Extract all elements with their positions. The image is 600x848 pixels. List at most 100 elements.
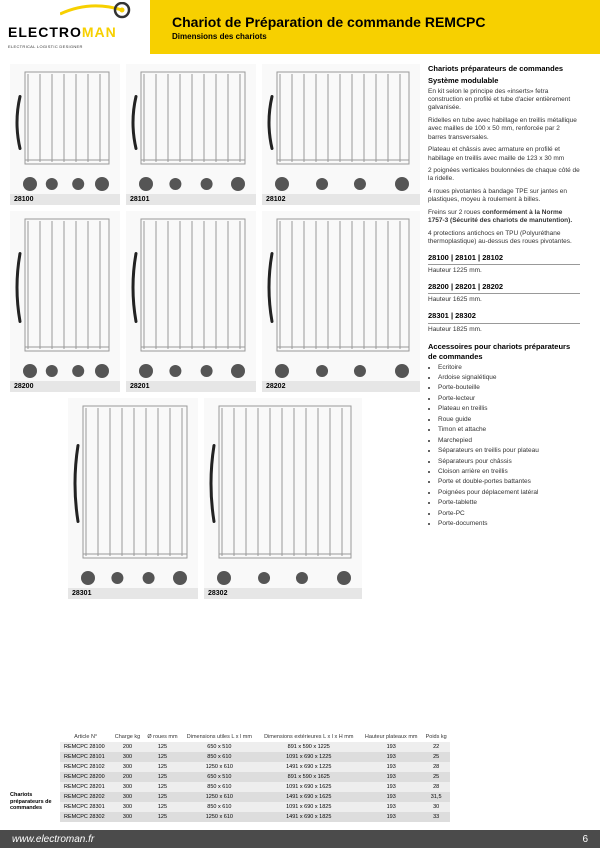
cart-image [262, 64, 420, 194]
table-cell: 193 [360, 752, 422, 762]
table-cell: REMCPC 28302 [60, 812, 111, 822]
cart-code: 28101 [126, 194, 256, 205]
cart-code: 28202 [262, 381, 420, 392]
table-cell: 300 [111, 792, 143, 802]
table-cell: 891 x 590 x 1625 [257, 772, 360, 782]
table-cell: 300 [111, 812, 143, 822]
table-cell: 193 [360, 812, 422, 822]
cart-code: 28200 [10, 381, 120, 392]
height-value: Hauteur 1625 mm. [428, 296, 580, 304]
page-title: Chariot de Préparation de commande REMCP… [172, 14, 600, 30]
table-cell: 25 [422, 772, 450, 782]
cart-image [126, 211, 256, 381]
height-value: Hauteur 1225 mm. [428, 267, 580, 275]
footer: www.electroman.fr 6 [0, 830, 600, 848]
cart-icon [262, 64, 420, 194]
height-codes: 28100 | 28101 | 28102 [428, 253, 580, 266]
table-cell: 33 [422, 812, 450, 822]
table-cell: 28 [422, 782, 450, 792]
accessories-list: EcritoireArdoise signalétiquePorte-boute… [428, 364, 580, 529]
table-cell: 125 [144, 812, 182, 822]
sidebar: Chariots préparateurs de commandes Systè… [420, 64, 580, 605]
table-header: Charge kg [111, 732, 143, 742]
table-row: REMCPC 28301300125850 x 6101091 x 690 x … [60, 802, 450, 812]
table-cell: 200 [111, 772, 143, 782]
logo-text-2: MAN [82, 24, 117, 40]
cart-cell: 28301 [68, 398, 198, 599]
table-cell: 25 [422, 752, 450, 762]
cart-cell: 28202 [262, 211, 420, 392]
table-row: REMCPC 28201300125850 x 6101091 x 690 x … [60, 782, 450, 792]
table-cell: REMCPC 28301 [60, 802, 111, 812]
logo: ELECTROMAN ELECTRICAL LOGISTIC DESIGNER [0, 0, 150, 54]
page-subtitle: Dimensions des chariots [172, 32, 600, 41]
table-cell: 125 [144, 772, 182, 782]
cart-image [204, 398, 362, 588]
table-cell: 300 [111, 752, 143, 762]
table-cell: 125 [144, 802, 182, 812]
accessory-item: Roue guide [438, 416, 580, 424]
table-cell: 125 [144, 792, 182, 802]
logo-text-1: ELECTRO [8, 24, 82, 40]
cart-icon [126, 211, 256, 381]
table-cell: 125 [144, 762, 182, 772]
accessory-item: Porte-lecteur [438, 395, 580, 403]
product-grid: 28100 28101 28102 [10, 64, 420, 605]
table-cell: 30 [422, 802, 450, 812]
table-header: Dimensions utiles L x l mm [181, 732, 257, 742]
table-header: Dimensions extérieures L x l x H mm [257, 732, 360, 742]
cart-code: 28201 [126, 381, 256, 392]
accessory-item: Porte-documents [438, 520, 580, 528]
table-cell: 125 [144, 752, 182, 762]
table-header: Poids kg [422, 732, 450, 742]
logo-tagline: ELECTRICAL LOGISTIC DESIGNER [8, 44, 142, 49]
height-codes: 28301 | 28302 [428, 311, 580, 324]
table-cell: 650 x 510 [181, 772, 257, 782]
sidebar-title-2: Système modulable [428, 76, 580, 86]
cart-code: 28302 [204, 588, 362, 599]
sidebar-tpu: 4 protections antichocs en TPU (Polyurét… [428, 230, 580, 247]
sidebar-title-1: Chariots préparateurs de commandes [428, 64, 580, 74]
title-bar: Chariot de Préparation de commande REMCP… [150, 0, 600, 54]
table-cell: 300 [111, 782, 143, 792]
cart-image [68, 398, 198, 588]
table-cell: REMCPC 28100 [60, 742, 111, 752]
cart-image [10, 211, 120, 381]
spec-table: Article N°Charge kgØ roues mmDimensions … [60, 732, 450, 822]
content: 28100 28101 28102 [0, 54, 600, 605]
table-cell: 1091 x 690 x 1825 [257, 802, 360, 812]
table-cell: 193 [360, 792, 422, 802]
table-cell: 891 x 590 x 1225 [257, 742, 360, 752]
table-header: Ø roues mm [144, 732, 182, 742]
table-cell: 1491 x 690 x 1625 [257, 792, 360, 802]
table-row: REMCPC 281023001251250 x 6101491 x 690 x… [60, 762, 450, 772]
sidebar-para: Ridelles en tube avec habillage en treil… [428, 117, 580, 142]
table-row: REMCPC 28100200125650 x 510891 x 590 x 1… [60, 742, 450, 752]
cart-image [10, 64, 120, 194]
cart-cell: 28101 [126, 64, 256, 205]
sidebar-brakes: Freins sur 2 roues conformément à la Nor… [428, 209, 580, 226]
table-row: REMCPC 283023001251250 x 6101491 x 690 x… [60, 812, 450, 822]
table-header: Article N° [60, 732, 111, 742]
table-cell: 1250 x 610 [181, 812, 257, 822]
sidebar-para: En kit selon le principe des «inserts» f… [428, 88, 580, 113]
accessory-item: Cloison arrière en treillis [438, 468, 580, 476]
table-cell: REMCPC 28102 [60, 762, 111, 772]
accessory-item: Porte-tablette [438, 499, 580, 507]
cart-cell: 28200 [10, 211, 120, 392]
cart-cell: 28201 [126, 211, 256, 392]
table-cell: 193 [360, 742, 422, 752]
table-cell: 193 [360, 782, 422, 792]
accessories-title: Accessoires pour chariots préparateurs d… [428, 342, 580, 362]
table-cell: 300 [111, 762, 143, 772]
accessory-item: Timon et attache [438, 426, 580, 434]
table-cell: 28 [422, 762, 450, 772]
cart-code: 28100 [10, 194, 120, 205]
table-cell: REMCPC 28201 [60, 782, 111, 792]
table-cell: 300 [111, 802, 143, 812]
table-cell: 850 x 610 [181, 782, 257, 792]
accessory-item: Marchepied [438, 437, 580, 445]
table-cell: 650 x 510 [181, 742, 257, 752]
cart-cell: 28302 [204, 398, 362, 599]
cart-icon [204, 398, 362, 588]
